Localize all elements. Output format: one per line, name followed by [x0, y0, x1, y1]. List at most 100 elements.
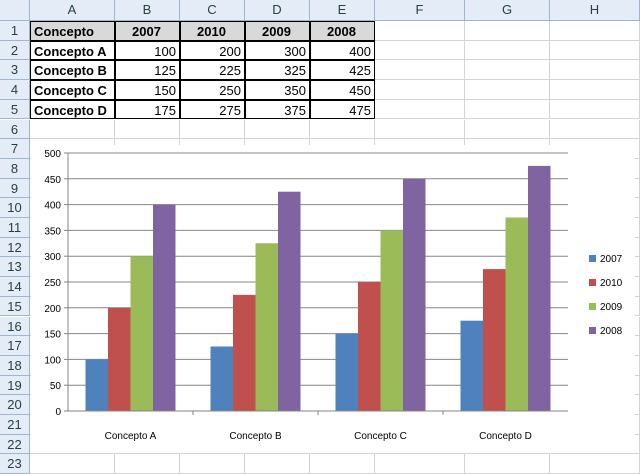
cell[interactable]: [375, 99, 465, 120]
cell[interactable]: [375, 21, 465, 41]
chart-area[interactable]: 0 50 100 150 200 250 300 350 400 450 500 Concepto A…: [31, 145, 635, 453]
value-cell[interactable]: 350: [245, 80, 310, 100]
cell[interactable]: [375, 60, 465, 81]
value-cell[interactable]: 450: [310, 80, 375, 100]
row-header-16[interactable]: 16: [0, 316, 30, 337]
row-header-19[interactable]: 19: [0, 375, 30, 396]
column-header-f[interactable]: F: [375, 0, 465, 21]
cell[interactable]: [465, 99, 550, 120]
column-header-c[interactable]: C: [180, 0, 245, 21]
cell[interactable]: [245, 454, 310, 474]
bar-2007-1: [210, 346, 233, 411]
value-cell[interactable]: 400: [310, 40, 375, 61]
row-label-cell[interactable]: Concepto A: [30, 40, 115, 61]
value-cell[interactable]: 325: [245, 60, 310, 81]
row-header-15[interactable]: 15: [0, 296, 30, 317]
value-cell[interactable]: 275: [180, 99, 245, 120]
row-header-18[interactable]: 18: [0, 355, 30, 376]
select-all-corner[interactable]: [0, 0, 30, 21]
cell[interactable]: [465, 80, 550, 100]
y-tick-label: 450: [44, 175, 61, 186]
row-header-1[interactable]: 1: [0, 21, 30, 41]
table-header-cell[interactable]: 2007: [115, 21, 180, 41]
cell[interactable]: [550, 21, 640, 41]
cell[interactable]: [115, 454, 180, 474]
column-header-e[interactable]: E: [310, 0, 375, 21]
x-tick-label: Concepto C: [354, 431, 407, 442]
row-header-14[interactable]: 14: [0, 277, 30, 297]
cell[interactable]: [375, 454, 465, 474]
cell[interactable]: [465, 60, 550, 81]
cell[interactable]: [465, 454, 550, 474]
table-header-cell[interactable]: Concepto: [30, 21, 115, 41]
value-cell[interactable]: 300: [245, 40, 310, 61]
value-cell[interactable]: 125: [115, 60, 180, 81]
row-label-cell[interactable]: Concepto B: [30, 60, 115, 81]
table-header-cell[interactable]: 2008: [310, 21, 375, 41]
cell[interactable]: [310, 454, 375, 474]
cell[interactable]: [375, 40, 465, 61]
cell[interactable]: [310, 119, 375, 140]
y-tick-label: 300: [44, 252, 61, 263]
cell[interactable]: [550, 60, 640, 81]
value-cell[interactable]: 425: [310, 60, 375, 81]
row-header-17[interactable]: 17: [0, 336, 30, 356]
row-header-5[interactable]: 5: [0, 99, 30, 120]
cell[interactable]: [30, 454, 115, 474]
value-cell[interactable]: 225: [180, 60, 245, 81]
row-header-10[interactable]: 10: [0, 198, 30, 218]
y-tick-label: 50: [50, 381, 62, 392]
cell[interactable]: [245, 119, 310, 140]
cell[interactable]: [30, 119, 115, 140]
table-header-cell[interactable]: 2010: [180, 21, 245, 41]
value-cell[interactable]: 475: [310, 99, 375, 120]
row-header-2[interactable]: 2: [0, 40, 30, 61]
row-header-3[interactable]: 3: [0, 60, 30, 81]
cell[interactable]: [550, 80, 640, 100]
legend-label-2008: 2008: [600, 326, 623, 337]
row-header-12[interactable]: 12: [0, 237, 30, 258]
cell[interactable]: [550, 119, 640, 140]
table-header-cell[interactable]: 2009: [245, 21, 310, 41]
row-header-11[interactable]: 11: [0, 218, 30, 238]
column-header-h[interactable]: H: [550, 0, 640, 21]
value-cell[interactable]: 375: [245, 99, 310, 120]
cell[interactable]: [550, 40, 640, 61]
cell[interactable]: [180, 454, 245, 474]
cell[interactable]: [115, 119, 180, 140]
bar-2007-0: [85, 359, 108, 411]
cell[interactable]: [375, 80, 465, 100]
row-header-20[interactable]: 20: [0, 395, 30, 415]
column-header-a[interactable]: A: [30, 0, 115, 21]
cell[interactable]: [180, 119, 245, 140]
row-label-cell[interactable]: Concepto D: [30, 99, 115, 120]
y-tick-label: 400: [44, 201, 61, 212]
cell[interactable]: [465, 119, 550, 140]
cell[interactable]: [465, 21, 550, 41]
value-cell[interactable]: 100: [115, 40, 180, 61]
cell[interactable]: [465, 40, 550, 61]
row-label-cell[interactable]: Concepto C: [30, 80, 115, 100]
value-cell[interactable]: 250: [180, 80, 245, 100]
y-tick-label: 200: [44, 304, 61, 315]
column-header-b[interactable]: B: [115, 0, 180, 21]
row-header-22[interactable]: 22: [0, 434, 30, 455]
value-cell[interactable]: 175: [115, 99, 180, 120]
column-header-d[interactable]: D: [245, 0, 310, 21]
row-header-4[interactable]: 4: [0, 80, 30, 100]
row-header-9[interactable]: 9: [0, 178, 30, 199]
cell[interactable]: [550, 99, 640, 120]
bar-2009-1: [255, 243, 278, 411]
bar-2010-2: [358, 282, 381, 411]
value-cell[interactable]: 150: [115, 80, 180, 100]
cell[interactable]: [375, 119, 465, 140]
cell[interactable]: [550, 454, 640, 474]
row-header-23[interactable]: 23: [0, 454, 30, 474]
row-header-21[interactable]: 21: [0, 415, 30, 435]
row-header-8[interactable]: 8: [0, 158, 30, 179]
row-header-13[interactable]: 13: [0, 257, 30, 278]
column-header-g[interactable]: G: [465, 0, 550, 21]
value-cell[interactable]: 200: [180, 40, 245, 61]
row-header-7[interactable]: 7: [0, 139, 30, 159]
row-header-6[interactable]: 6: [0, 119, 30, 140]
